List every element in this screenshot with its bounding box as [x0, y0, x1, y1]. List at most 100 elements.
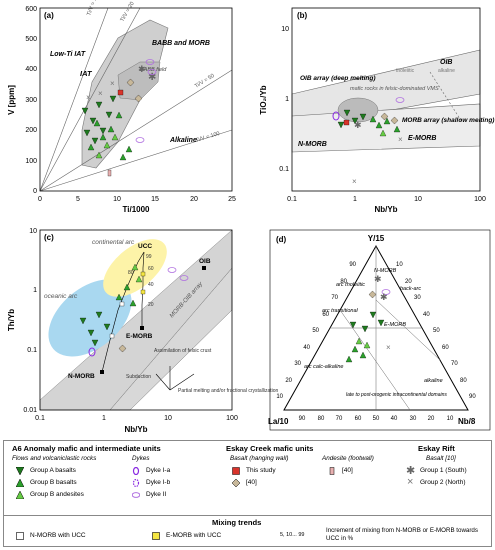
- panel-c-letter: (c): [44, 233, 54, 242]
- legend-this-study-icon: [232, 467, 240, 475]
- tick: 20: [190, 196, 198, 203]
- tick: 60: [355, 416, 362, 422]
- point-groupA: [349, 321, 357, 329]
- tick: 90: [299, 416, 306, 422]
- tick: 0.01: [23, 407, 37, 414]
- field-line: [375, 299, 441, 361]
- point-groupA: [103, 323, 111, 331]
- tick: 10: [281, 26, 289, 33]
- label-morb-array: MORB array (shallow melting): [402, 117, 494, 124]
- tiv10-line: [39, 7, 109, 192]
- point-dyke-II: [395, 97, 405, 103]
- tick: 0.1: [287, 196, 297, 203]
- label-vms: mafic rocks in felsic-dominated VMS: [350, 86, 439, 92]
- legend-andesite-fw-title: Andesite (footwall): [322, 455, 374, 462]
- panel-b-letter: (b): [297, 11, 308, 20]
- field-line: [339, 309, 411, 411]
- panel-b-ylabel: TiO₂/Yb: [259, 85, 268, 114]
- tick: 10: [276, 394, 283, 400]
- point-rift-g2: ×: [398, 135, 403, 144]
- point-groupB-andesite: [379, 129, 387, 137]
- panel-a-xticks: 0 5 10 15 20 25: [38, 196, 236, 203]
- label-assimilation: Assimilation of felsic crust: [154, 348, 212, 354]
- point-groupA: [81, 107, 89, 115]
- point-rift-g1: ✱: [374, 274, 382, 284]
- legend-mix-increment-label: 5, 10... 99: [280, 532, 305, 538]
- tick: 70: [336, 416, 343, 422]
- point-rift-g2: ×: [386, 343, 391, 352]
- mix-label: 80: [128, 270, 134, 276]
- point-eskay-40: [380, 112, 389, 121]
- point-groupA: [95, 101, 103, 109]
- tick: 70: [451, 361, 458, 367]
- label-oib-c: OIB: [199, 258, 211, 265]
- tick: 30: [414, 295, 421, 301]
- label-back-arc: back-arc: [400, 286, 421, 292]
- legend-nmorb-ucc-label: N-MORB with UCC: [30, 532, 86, 539]
- emorb-point: [140, 326, 144, 330]
- tick: 10: [447, 416, 454, 422]
- label-oib-array: OIB array (deep melting): [300, 75, 376, 82]
- point-groupA: [343, 109, 351, 117]
- point-groupA: [83, 129, 91, 137]
- legend-nmorb-ucc-icon: [16, 532, 24, 540]
- point-dyke-II: [381, 289, 391, 295]
- point-eskay-this: [343, 119, 350, 126]
- legend-groupA-icon: [16, 467, 24, 475]
- point-groupB: [369, 115, 377, 123]
- tiv50-line: [39, 69, 233, 192]
- tick: 30: [410, 416, 417, 422]
- vms-mafic-field: [337, 97, 379, 123]
- label-ucc: UCC: [138, 243, 152, 250]
- legend-divider: [4, 515, 491, 516]
- point-groupA: [87, 329, 95, 337]
- legend-rift-g1-icon: ✱: [406, 465, 416, 477]
- tick: 20: [428, 416, 435, 422]
- legend-dyke-Ib-icon: [132, 479, 140, 487]
- legend-dyke-II-icon: [132, 492, 140, 498]
- point-eskay-40: [368, 290, 377, 299]
- tiv100-line: [39, 129, 233, 192]
- tick: 50: [312, 328, 319, 334]
- legend-rift-title: Basalt [10]: [426, 455, 456, 462]
- point-dyke-II: [147, 69, 157, 75]
- panel-c-points: [79, 263, 189, 357]
- panel-b-xticks: 0.1 1 10 100: [287, 196, 486, 203]
- label-alkaline: Alkaline: [169, 137, 197, 144]
- oib-point: [202, 266, 206, 270]
- tick: 40: [303, 345, 310, 351]
- tick: 100: [474, 196, 486, 203]
- point-groupB: [393, 125, 401, 133]
- tick: 0: [33, 188, 37, 195]
- tick: 100: [25, 158, 37, 165]
- point-groupB: [99, 133, 107, 141]
- point-groupB-andesite: [131, 263, 139, 271]
- point-groupB: [107, 125, 115, 133]
- point-groupB: [115, 111, 123, 119]
- label-continental-arc: continental arc: [92, 239, 135, 246]
- legend-dyke-Ib-label: Dyke I-b: [146, 479, 171, 486]
- tick: 40: [423, 312, 430, 318]
- panel-a-frame: [39, 7, 233, 192]
- point-eskay-40: [118, 344, 127, 353]
- point-dyke-II: [135, 137, 145, 143]
- tick: 90: [349, 262, 356, 268]
- point-dyke-II: [167, 267, 177, 273]
- panel-b-points: × × ✱: [332, 97, 405, 186]
- legend-rift-g1-label: Group 1 (South): [420, 467, 467, 474]
- point-groupA: [377, 319, 385, 327]
- point-andesite-40: [107, 169, 112, 177]
- label-late-orogenic: late to post-orogenic intracontinental d…: [346, 392, 447, 398]
- point-rift-g1: ✱: [148, 72, 156, 83]
- legend-rift-g2-label: Group 2 (North): [420, 479, 466, 486]
- mix-label: 99: [146, 254, 152, 260]
- mix-label: 40: [148, 282, 154, 288]
- point-groupA: [369, 311, 377, 319]
- tick: 60: [322, 312, 329, 318]
- point-groupB-andesite: [103, 141, 111, 149]
- point-rift-g1: ✱: [380, 292, 388, 302]
- tick: 50: [373, 416, 380, 422]
- point-groupA: [79, 317, 87, 325]
- point-groupB: [115, 293, 123, 301]
- tick: 1: [102, 415, 106, 422]
